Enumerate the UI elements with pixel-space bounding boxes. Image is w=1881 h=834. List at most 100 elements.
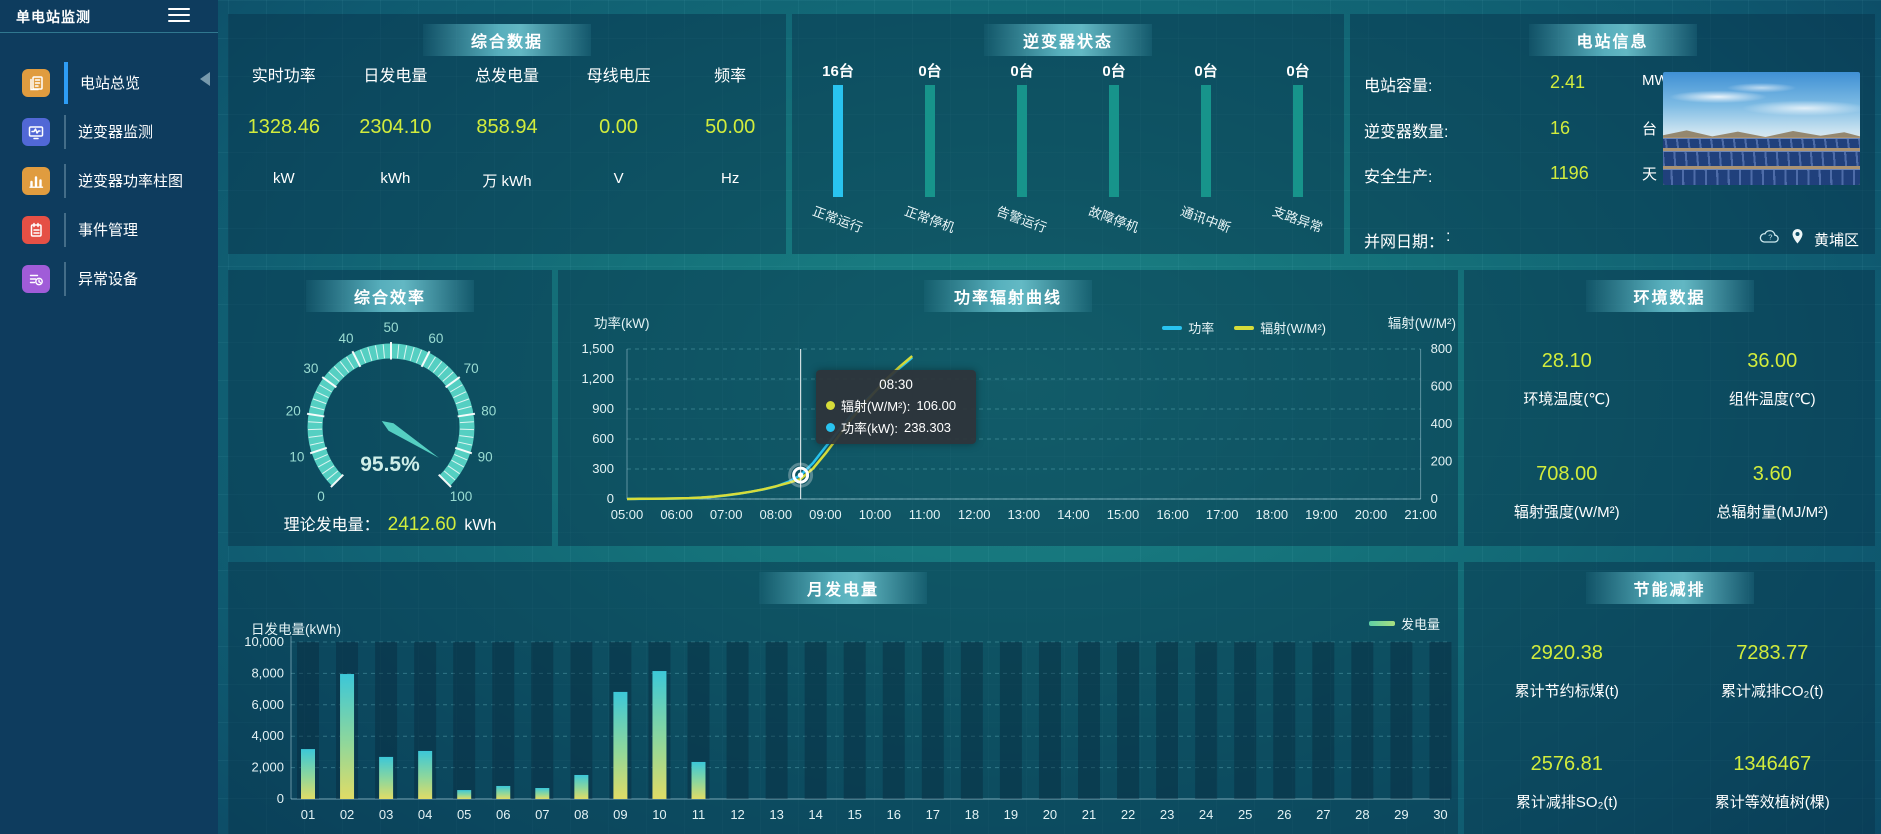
inverter-status-column-normal-run: 16台 正常运行 (792, 14, 884, 254)
bar-shadow (999, 642, 1022, 799)
svg-text:4,000: 4,000 (251, 728, 284, 743)
sidebar-item-label: 逆变器监测 (78, 124, 154, 141)
bar-day-08 (574, 774, 589, 799)
svg-text:01: 01 (301, 807, 315, 822)
env-stat-module-temp: 36.00 组件温度(℃) (1670, 320, 1876, 408)
svg-text:70: 70 (464, 361, 479, 376)
sidebar-item-inverter-power-bars[interactable]: 逆变器功率柱图 (0, 156, 218, 205)
panel-title-inverter-status: 逆变器状态 (984, 24, 1152, 56)
svg-text:04: 04 (418, 807, 432, 822)
legend-label: 辐射(W/M²) (1260, 321, 1326, 336)
info-label: 并网日期： (1364, 234, 1445, 251)
inverter-count: 0台 (1102, 63, 1126, 80)
collapse-sidebar-button[interactable] (200, 72, 210, 86)
panel-title-summary: 综合数据 (423, 24, 591, 56)
power-radiation-chart: 0 300 600 900 1,200 1,500 0 200 400 600 800 功率(kW) 辐… (581, 315, 1456, 522)
svg-text:400: 400 (1431, 416, 1453, 431)
stat-unit: Hz (721, 170, 740, 187)
svg-text:12:00: 12:00 (958, 507, 991, 522)
sidebar-nav: 电站总览 逆变器监测 逆变器功率柱图 (0, 58, 218, 303)
station-photo (1663, 72, 1860, 185)
bar-shadow (531, 642, 554, 799)
env-label: 辐射强度(W/M²) (1513, 504, 1620, 521)
tooltip-value: 238.303 (904, 420, 952, 435)
stat-label: 日发电量 (363, 68, 428, 85)
hamburger-menu-icon[interactable] (168, 8, 190, 24)
svg-text:日发电量(kWh): 日发电量(kWh) (251, 622, 341, 637)
info-row-safe-production: 安全生产: 1196 天 (1350, 163, 1875, 186)
sidebar-item-label: 异常设备 (78, 271, 139, 288)
inverter-status-label: 支路异常 (1270, 203, 1325, 236)
svg-text:0: 0 (317, 489, 325, 504)
inverter-status-chart: 16台 正常运行 0台 正常停机 0台 告警运行 0台 故障停机 0台 (792, 14, 1344, 254)
sidebar-item-event-management[interactable]: 事件管理 (0, 205, 218, 254)
sidebar: 单电站监测 电站总览 逆变器监测 (0, 0, 218, 834)
svg-text:1,200: 1,200 (581, 371, 614, 386)
sidebar-item-label: 电站总览 (80, 75, 141, 92)
bar-shadow (687, 642, 710, 799)
bar-shadow (1156, 642, 1179, 799)
sidebar-item-station-overview[interactable]: 电站总览 (0, 58, 218, 107)
info-row-grid-date: 并网日期： : (1350, 228, 1875, 251)
inverter-status-column-comm-lost: 0台 通讯中断 (1160, 14, 1252, 254)
bar-day-04 (418, 750, 433, 799)
svg-text:09:00: 09:00 (809, 507, 842, 522)
station-overview-icon (22, 68, 50, 97)
bar-shadow (1234, 642, 1257, 799)
radiation-line-swatch (1234, 325, 1255, 330)
panel-title-station-info: 电站信息 (1528, 24, 1697, 56)
sidebar-item-label: 逆变器功率柱图 (78, 173, 184, 190)
bar-shadow (882, 642, 905, 799)
bar-shadow (1273, 642, 1296, 799)
svg-text:10:00: 10:00 (859, 507, 892, 522)
bar-shadow (1038, 642, 1061, 799)
sidebar-item-inverter-monitor[interactable]: 逆变器监测 (0, 107, 218, 156)
env-value: 36.00 (1747, 350, 1798, 372)
weather-cloud-icon[interactable]: ? (1758, 229, 1781, 249)
inverter-count: 0台 (1194, 63, 1218, 80)
inverter-status-column-fault-stop: 0台 故障停机 (1068, 14, 1160, 254)
location-group[interactable]: ? 黄埔区 (1758, 228, 1859, 250)
env-label: 环境温度(℃) (1523, 391, 1611, 408)
savings-value: 1346467 (1733, 753, 1812, 775)
inverter-count: 0台 (1010, 63, 1034, 80)
monthly-legend[interactable]: 发电量 (1368, 614, 1440, 633)
legend-item-power[interactable]: 功率 (1162, 318, 1214, 337)
stat-daily-generation: 日发电量 2304.10 kWh (340, 54, 452, 254)
inverter-status-label: 通讯中断 (1178, 203, 1233, 236)
bar-shadow (1390, 642, 1413, 799)
info-label: 电站容量: (1364, 78, 1433, 95)
bar-day-06 (496, 785, 511, 799)
stat-frequency: 频率 50.00 Hz (674, 54, 786, 254)
svg-text:14: 14 (808, 807, 822, 822)
svg-text:28: 28 (1355, 807, 1369, 822)
panel-power-radiation[interactable]: 功率辐射曲线 功率 辐射(W/M²) 0 300 600 900 1,200 1,500 0… (558, 270, 1458, 546)
panel-inverter-status[interactable]: 逆变器状态 16台 正常运行 0台 正常停机 0台 告警运行 0台 故障停机 (792, 14, 1344, 254)
event-management-icon (22, 215, 50, 244)
info-value: 2.41 (1550, 72, 1586, 92)
active-indicator (64, 61, 68, 104)
bar-day-11 (691, 761, 706, 799)
svg-text:80: 80 (481, 404, 496, 419)
panel-title-environment: 环境数据 (1585, 280, 1754, 312)
inverter-bar (1293, 85, 1303, 197)
svg-text:功率(kW): 功率(kW) (594, 315, 649, 331)
svg-text:300: 300 (592, 461, 614, 476)
sidebar-item-abnormal-devices[interactable]: 异常设备 (0, 254, 218, 303)
inverter-bar (1017, 85, 1027, 197)
svg-text:18:00: 18:00 (1256, 507, 1289, 522)
bar-shadow (843, 642, 866, 799)
inverter-count: 0台 (918, 63, 942, 80)
legend-item-radiation[interactable]: 辐射(W/M²) (1234, 318, 1326, 337)
panel-monthly[interactable]: 月发电量 发电量 0 2,000 4,000 6,000 8,000 10,000 日发电量… (228, 562, 1458, 834)
inverter-status-column-normal-stop: 0台 正常停机 (884, 14, 976, 254)
svg-text:23: 23 (1160, 807, 1174, 822)
sidebar-header: 单电站监测 (0, 0, 218, 33)
stat-value: 0.00 (599, 116, 639, 138)
savings-stats: 2920.38 累计节约标煤(t) 7283.77 累计减排CO₂(t) 257… (1464, 612, 1875, 834)
stat-label: 总发电量 (474, 68, 539, 85)
svg-text:21: 21 (1082, 807, 1096, 822)
app-title: 单电站监测 (16, 9, 91, 25)
svg-text:13:00: 13:00 (1008, 507, 1041, 522)
